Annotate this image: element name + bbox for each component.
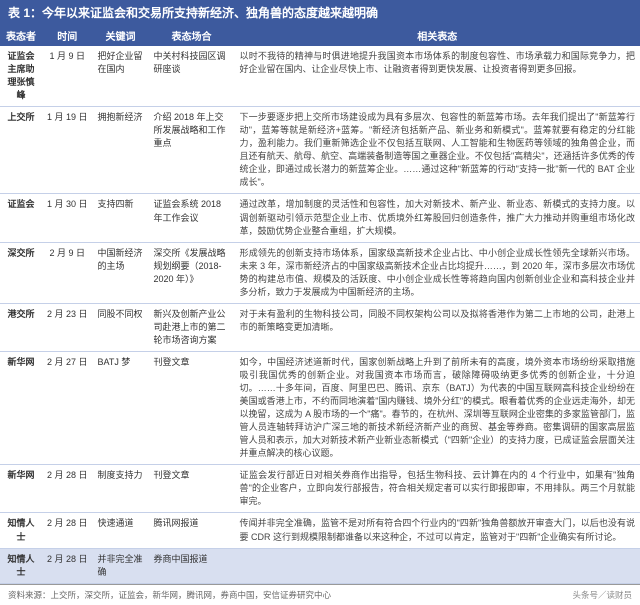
cell-c3: 拥抱新经济 <box>93 107 149 194</box>
cell-c3: 制度支持力 <box>93 465 149 513</box>
cell-c4: 刊登文章 <box>149 465 235 513</box>
cell-c4: 券商中国报道 <box>149 548 235 583</box>
cell-c1: 新华网 <box>0 465 42 513</box>
table-row: 新华网2 月 27 日BATJ 梦刊登文章如今，中国经济述道新时代，国家创新战略… <box>0 351 640 464</box>
cell-c2: 2 月 28 日 <box>42 465 93 513</box>
table-row: 证监会1 月 30 日支持四新证监会系统 2018 年工作会议通过改革，增加制度… <box>0 194 640 242</box>
table-row: 证监会主席助理张慎峰1 月 9 日把好企业留在国内中关村科技园区调研座谈以时不我… <box>0 46 640 107</box>
cell-c3: 并非完全准确 <box>93 548 149 583</box>
cell-c1: 证监会主席助理张慎峰 <box>0 46 42 107</box>
col-statement: 相关表态 <box>235 25 640 46</box>
cell-c1: 深交所 <box>0 242 42 303</box>
header-row: 表态者 时间 关键词 表态场合 相关表态 <box>0 25 640 46</box>
col-date: 时间 <box>42 25 93 46</box>
table-row: 知情人士2 月 28 日并非完全准确券商中国报道 <box>0 548 640 583</box>
cell-c4: 介绍 2018 年上交所发展战略和工作重点 <box>149 107 235 194</box>
table-row: 上交所1 月 19 日拥抱新经济介绍 2018 年上交所发展战略和工作重点下一步… <box>0 107 640 194</box>
cell-c5: 如今，中国经济述道新时代，国家创新战略上升到了前所未有的高度，境外资本市场纷纷采… <box>235 351 640 464</box>
cell-c1: 知情人士 <box>0 513 42 548</box>
cell-c4: 腾讯网报道 <box>149 513 235 548</box>
cell-c4: 深交所《发展战略规划纲要（2018-2020 年）》 <box>149 242 235 303</box>
table-row: 知情人士2 月 28 日快速通道腾讯网报道传闻并非完全准确，监管不是对所有符合四… <box>0 513 640 548</box>
footer-attribution: 头条号／读财员 <box>572 589 632 601</box>
cell-c4: 证监会系统 2018 年工作会议 <box>149 194 235 242</box>
footer-source: 资料来源：上交所，深交所，证监会，新华网，腾讯网，券商中国，安信证券研究中心 <box>8 590 331 600</box>
cell-c2: 1 月 19 日 <box>42 107 93 194</box>
cell-c4: 新兴及创新产业公司赴港上市的第二轮市场咨询方案 <box>149 303 235 351</box>
cell-c3: BATJ 梦 <box>93 351 149 464</box>
table-title: 表 1：今年以来证监会和交易所支持新经济、独角兽的态度越来越明确 <box>0 0 640 25</box>
col-keyword: 关键词 <box>93 25 149 46</box>
cell-c2: 2 月 28 日 <box>42 513 93 548</box>
cell-c1: 港交所 <box>0 303 42 351</box>
cell-c2: 2 月 23 日 <box>42 303 93 351</box>
cell-c1: 上交所 <box>0 107 42 194</box>
cell-c5: 形成领先的创新支持市场体系，国家级高新技术企业占比、中小创企业成长性领先全球新兴… <box>235 242 640 303</box>
cell-c1: 知情人士 <box>0 548 42 583</box>
cell-c2: 2 月 28 日 <box>42 548 93 583</box>
cell-c2: 2 月 9 日 <box>42 242 93 303</box>
cell-c3: 快速通道 <box>93 513 149 548</box>
cell-c2: 1 月 30 日 <box>42 194 93 242</box>
cell-c5: 下一步要逐步把上交所市场建设成为具有多层次、包容性的新蓝筹市场。去年我们提出了"… <box>235 107 640 194</box>
table-row: 深交所2 月 9 日中国新经济的主场深交所《发展战略规划纲要（2018-2020… <box>0 242 640 303</box>
col-occasion: 表态场合 <box>149 25 235 46</box>
cell-c3: 把好企业留在国内 <box>93 46 149 107</box>
cell-c4: 中关村科技园区调研座谈 <box>149 46 235 107</box>
cell-c3: 同股不同权 <box>93 303 149 351</box>
col-speaker: 表态者 <box>0 25 42 46</box>
cell-c5: 证监会发行部近日对相关券商作出指导，包括生物科技、云计算在内的 4 个行业中，如… <box>235 465 640 513</box>
cell-c5: 以时不我待的精神与时俱进地提升我国资本市场体系的制度包容性、市场承载力和国际竞争… <box>235 46 640 107</box>
cell-c5: 传闻并非完全准确，监管不是对所有符合四个行业内的"四新"独角兽额放开审查大门，以… <box>235 513 640 548</box>
cell-c1: 新华网 <box>0 351 42 464</box>
table-row: 新华网2 月 28 日制度支持力刊登文章证监会发行部近日对相关券商作出指导，包括… <box>0 465 640 513</box>
cell-c5: 对于未有盈利的生物科技公司，同股不同权架构公司以及拟将香港作为第二上市地的公司，… <box>235 303 640 351</box>
cell-c3: 中国新经济的主场 <box>93 242 149 303</box>
cell-c5: 通过改革，增加制度的灵活性和包容性，加大对新技术、新产业、新业态、新模式的支持力… <box>235 194 640 242</box>
cell-c4: 刊登文章 <box>149 351 235 464</box>
cell-c2: 1 月 9 日 <box>42 46 93 107</box>
cell-c2: 2 月 27 日 <box>42 351 93 464</box>
table-footer: 资料来源：上交所，深交所，证监会，新华网，腾讯网，券商中国，安信证券研究中心 头… <box>0 584 640 605</box>
cell-c5 <box>235 548 640 583</box>
policy-table: 表态者 时间 关键词 表态场合 相关表态 证监会主席助理张慎峰1 月 9 日把好… <box>0 25 640 584</box>
table-row: 港交所2 月 23 日同股不同权新兴及创新产业公司赴港上市的第二轮市场咨询方案对… <box>0 303 640 351</box>
cell-c3: 支持四新 <box>93 194 149 242</box>
cell-c1: 证监会 <box>0 194 42 242</box>
